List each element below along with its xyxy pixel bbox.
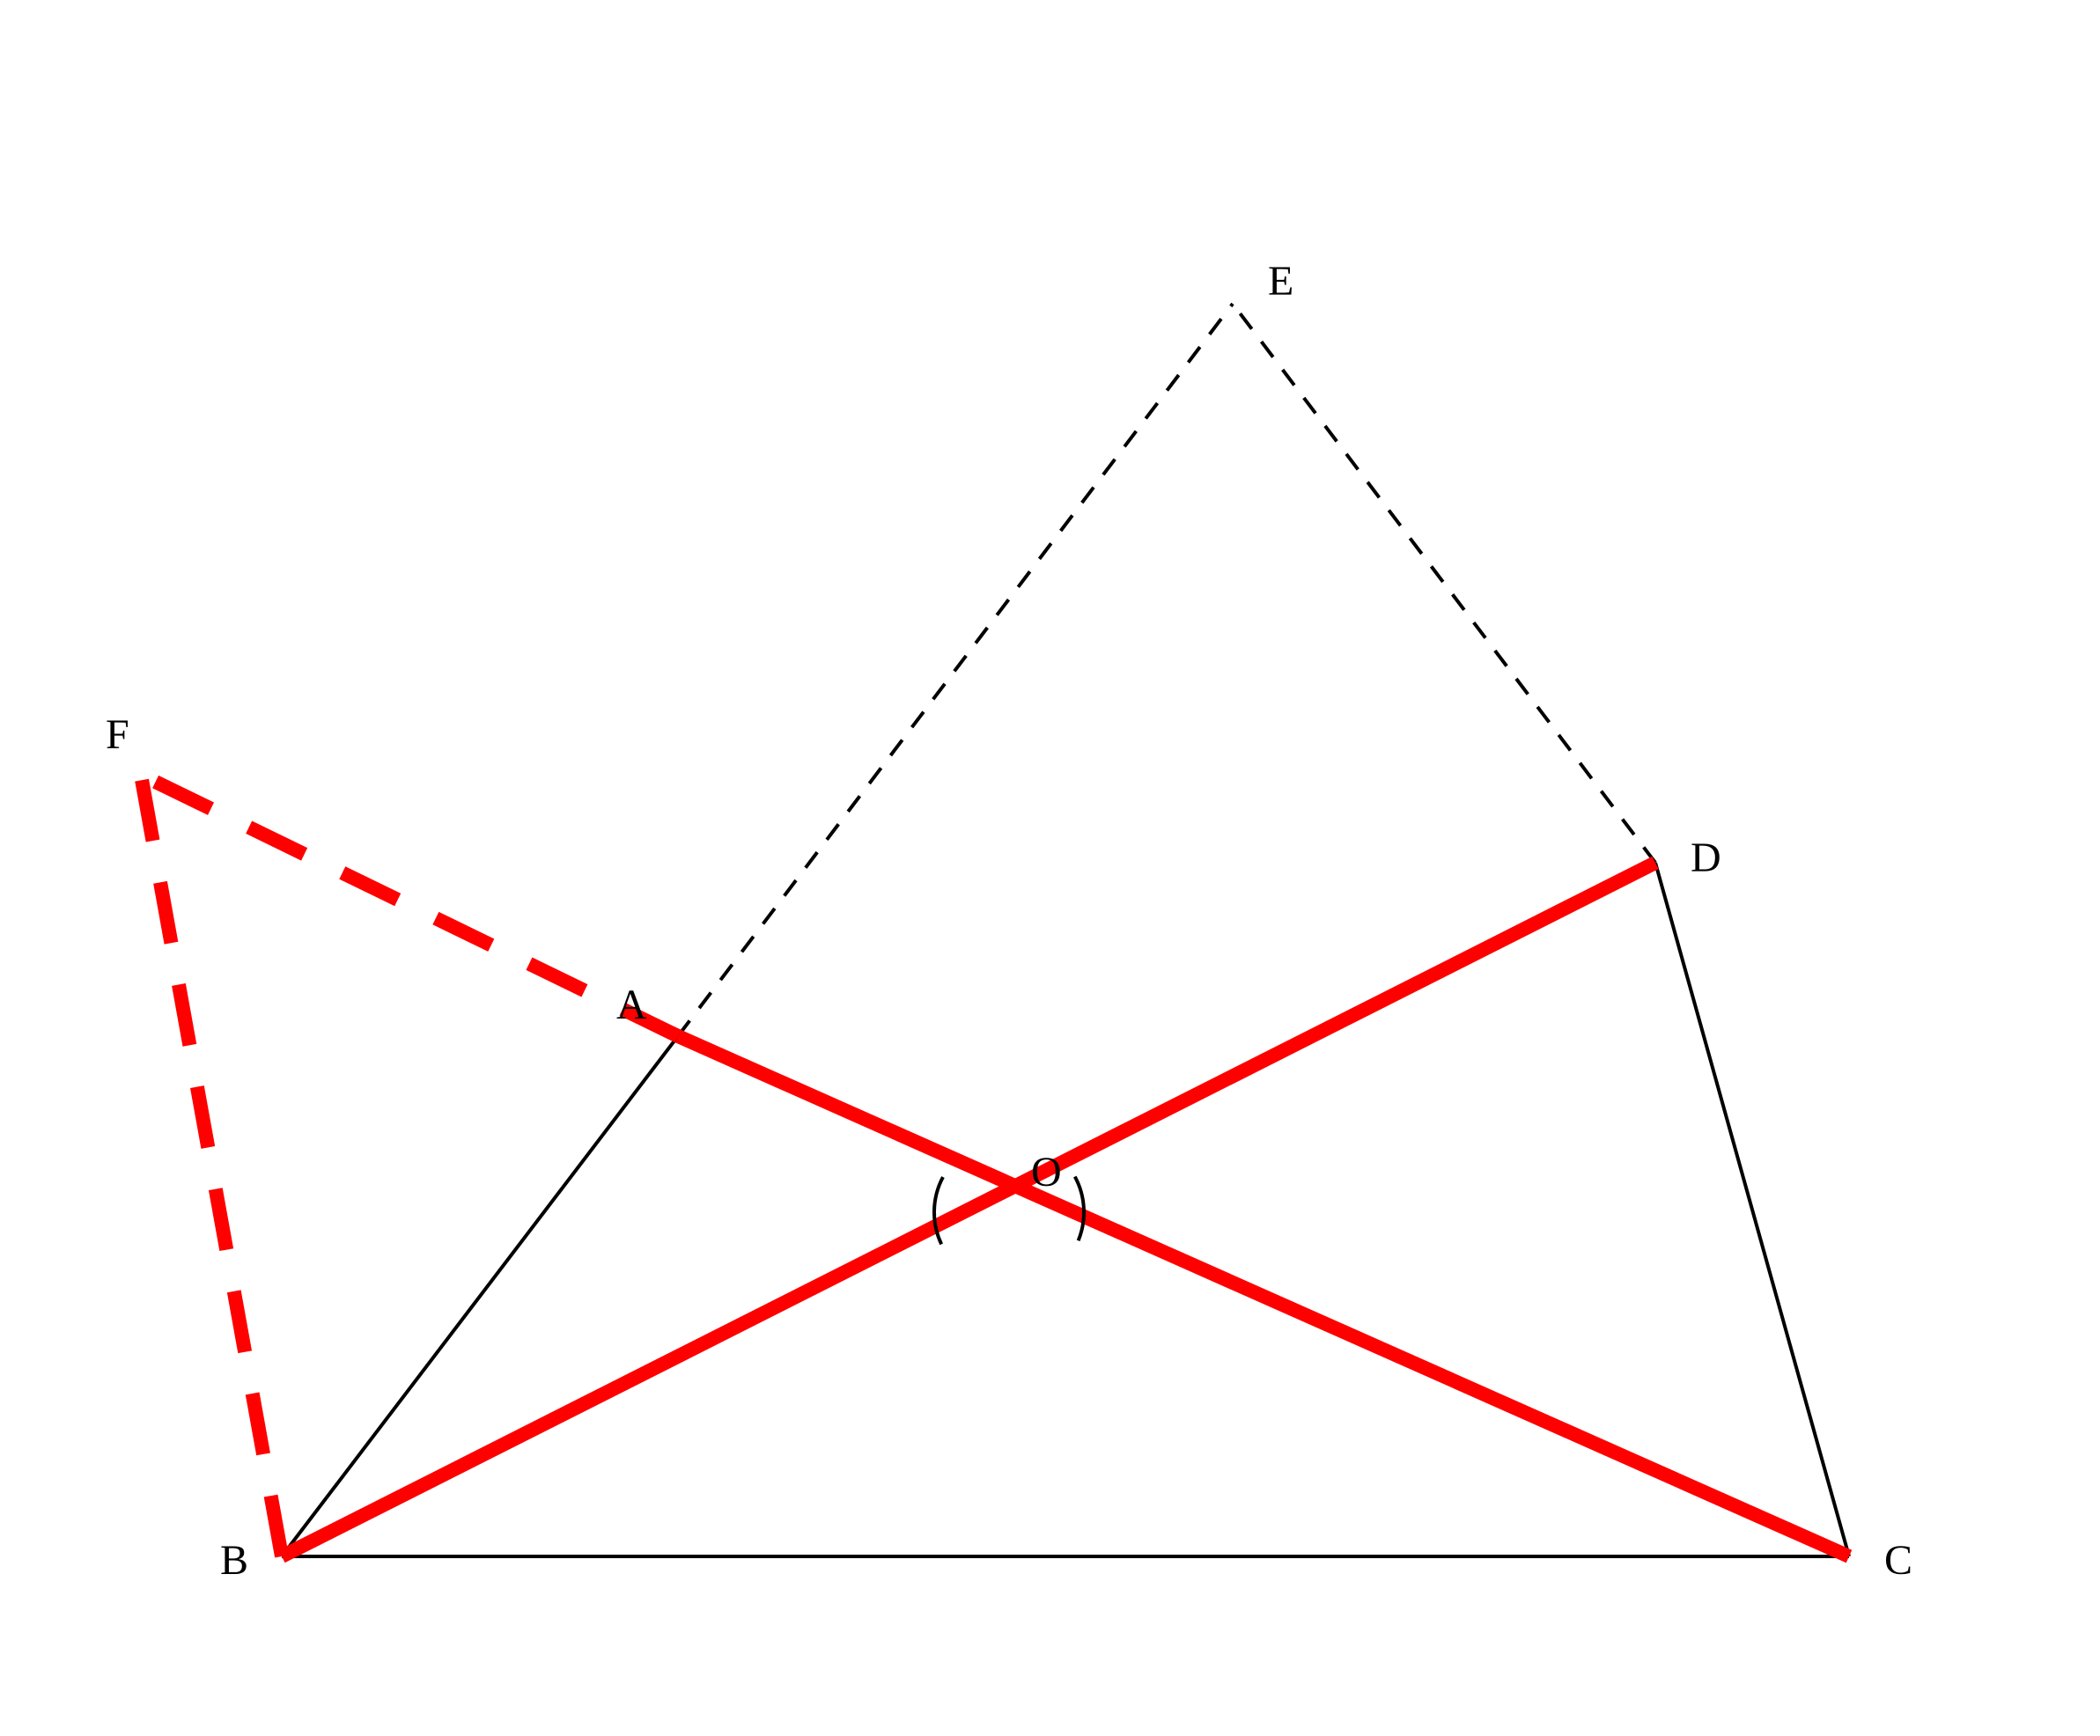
label-B: B — [220, 1537, 248, 1584]
label-O: O — [1031, 1149, 1062, 1195]
edge-CD — [1655, 863, 1849, 1556]
geometry-diagram: A B C D E F O — [0, 0, 2100, 1736]
label-D: D — [1691, 835, 1721, 881]
edge-AB — [282, 1036, 678, 1556]
label-C: C — [1884, 1537, 1912, 1584]
label-F: F — [106, 711, 129, 758]
angle-mark-0 — [934, 1177, 943, 1244]
edge-AC — [678, 1036, 1849, 1556]
edge-BF — [141, 775, 282, 1556]
edge-AF — [141, 775, 678, 1036]
edge-AE — [678, 304, 1233, 1036]
label-E: E — [1268, 258, 1293, 305]
labels-layer: A B C D E F O — [106, 258, 1912, 1584]
edge-DE — [1233, 304, 1655, 863]
label-A: A — [616, 982, 647, 1028]
edges-layer — [141, 304, 1849, 1556]
edge-BD — [282, 863, 1655, 1556]
